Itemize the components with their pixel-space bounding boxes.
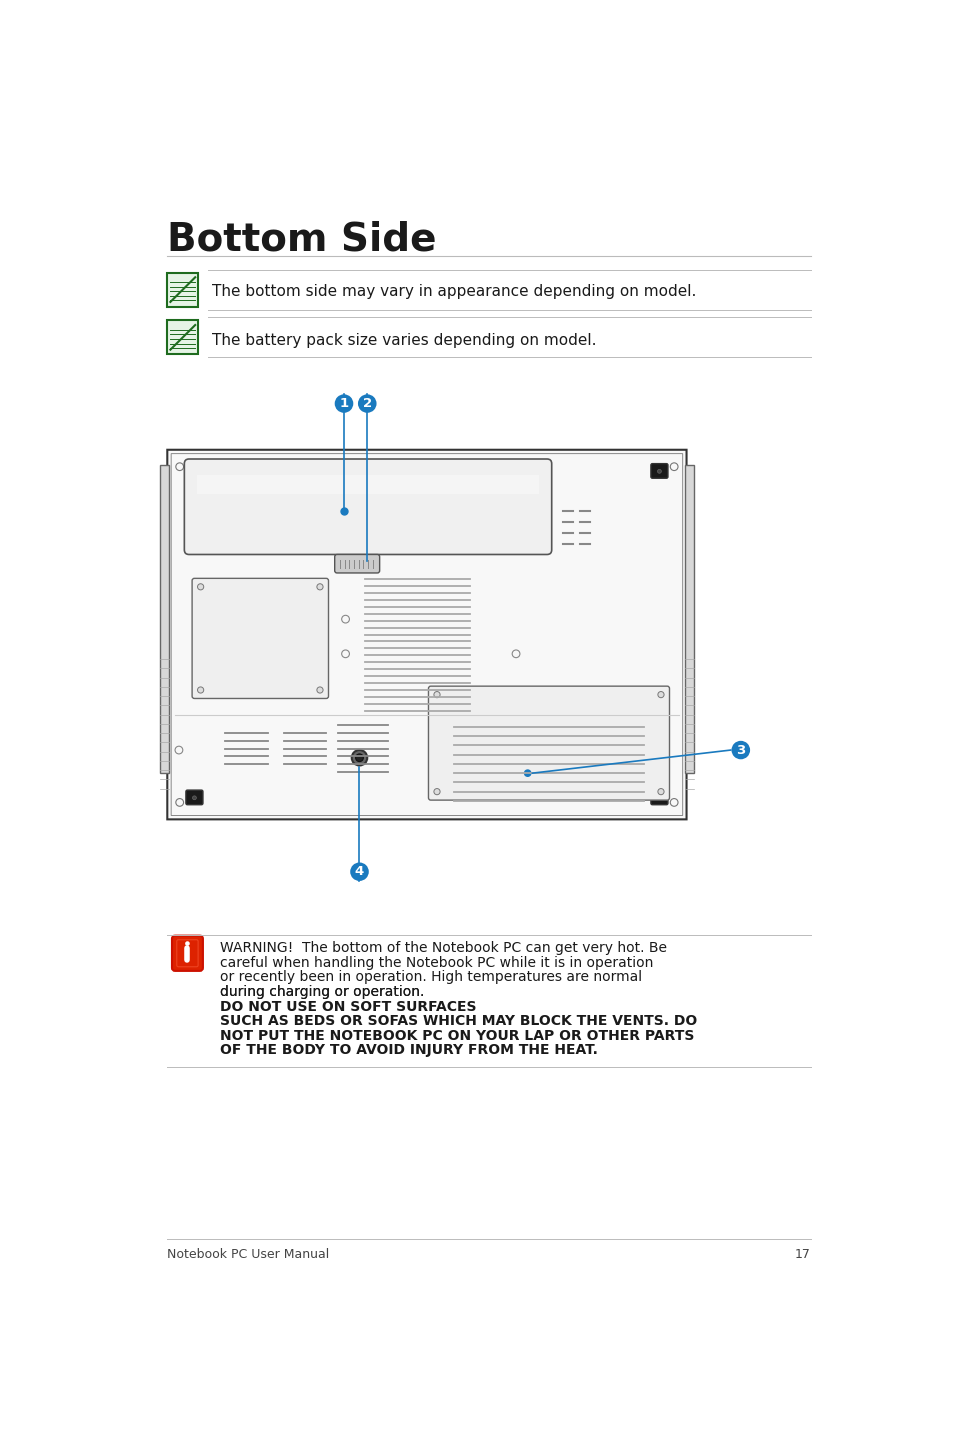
Bar: [167, 321, 198, 354]
Text: WARNING!  The bottom of the Notebook PC can get very hot. Be: WARNING! The bottom of the Notebook PC c…: [220, 940, 666, 955]
Text: during charging or operation.: during charging or operation.: [220, 985, 428, 999]
Bar: [167, 273, 198, 306]
Circle shape: [658, 692, 663, 697]
Text: The bottom side may vary in appearance depending on model.: The bottom side may vary in appearance d…: [212, 285, 696, 299]
Bar: [684, 464, 694, 774]
FancyBboxPatch shape: [428, 686, 669, 800]
FancyBboxPatch shape: [192, 578, 328, 699]
Circle shape: [335, 394, 353, 413]
FancyBboxPatch shape: [167, 450, 686, 820]
Circle shape: [731, 741, 749, 759]
Text: Notebook PC User Manual: Notebook PC User Manual: [167, 1248, 329, 1261]
Bar: [196, 475, 538, 495]
Text: SUCH AS BEDS OR SOFAS WHICH MAY BLOCK THE VENTS. DO: SUCH AS BEDS OR SOFAS WHICH MAY BLOCK TH…: [220, 1014, 697, 1028]
FancyBboxPatch shape: [650, 463, 667, 479]
Text: The battery pack size varies depending on model.: The battery pack size varies depending o…: [212, 334, 597, 348]
Circle shape: [357, 394, 376, 413]
Text: DO NOT USE ON SOFT SURFACES: DO NOT USE ON SOFT SURFACES: [220, 999, 476, 1014]
Circle shape: [352, 751, 367, 765]
FancyBboxPatch shape: [650, 789, 667, 805]
FancyBboxPatch shape: [186, 463, 203, 479]
Text: 1: 1: [339, 397, 348, 410]
Text: during charging or operation.: during charging or operation.: [220, 985, 428, 999]
Text: careful when handling the Notebook PC while it is in operation: careful when handling the Notebook PC wh…: [220, 956, 653, 969]
Circle shape: [316, 687, 323, 693]
FancyBboxPatch shape: [184, 459, 551, 555]
Circle shape: [193, 469, 196, 473]
Circle shape: [316, 584, 323, 590]
Bar: [159, 464, 169, 774]
Circle shape: [434, 692, 439, 697]
Circle shape: [355, 754, 363, 762]
Circle shape: [657, 795, 660, 800]
Text: NOT PUT THE NOTEBOOK PC ON YOUR LAP OR OTHER PARTS: NOT PUT THE NOTEBOOK PC ON YOUR LAP OR O…: [220, 1028, 694, 1043]
Text: 3: 3: [736, 743, 744, 756]
FancyBboxPatch shape: [335, 555, 379, 572]
Circle shape: [193, 795, 196, 800]
FancyBboxPatch shape: [172, 936, 203, 971]
Text: or recently been in operation. High temperatures are normal: or recently been in operation. High temp…: [220, 971, 641, 984]
Circle shape: [197, 687, 204, 693]
Text: Bottom Side: Bottom Side: [167, 220, 436, 259]
Text: 2: 2: [362, 397, 372, 410]
Circle shape: [658, 788, 663, 795]
Circle shape: [185, 942, 190, 946]
Circle shape: [434, 788, 439, 795]
FancyBboxPatch shape: [186, 789, 203, 805]
Circle shape: [197, 584, 204, 590]
Text: 17: 17: [794, 1248, 810, 1261]
Circle shape: [657, 469, 660, 473]
Text: 4: 4: [355, 866, 364, 879]
Circle shape: [350, 863, 369, 881]
Text: OF THE BODY TO AVOID INJURY FROM THE HEAT.: OF THE BODY TO AVOID INJURY FROM THE HEA…: [220, 1044, 598, 1057]
Circle shape: [523, 769, 531, 777]
